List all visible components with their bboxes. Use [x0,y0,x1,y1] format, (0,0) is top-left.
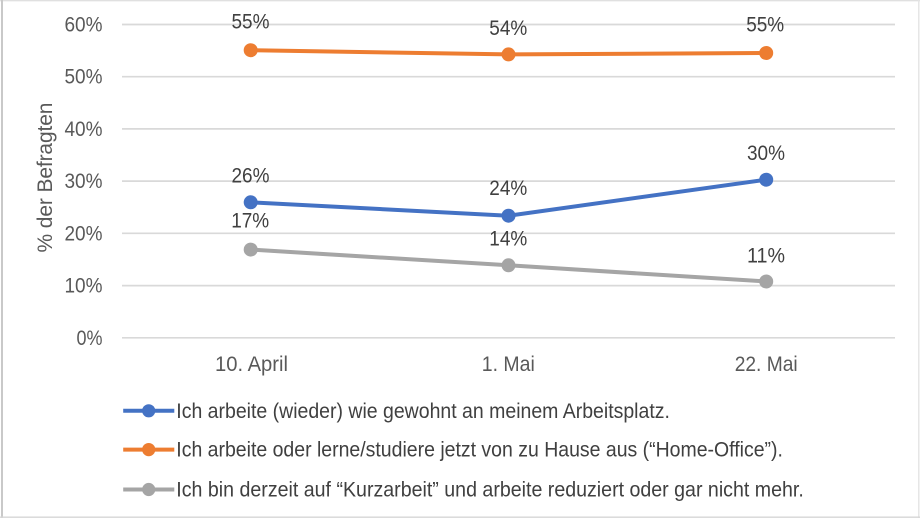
svg-text:Ich arbeite (wieder) wie gewoh: Ich arbeite (wieder) wie gewohnt an mein… [176,400,670,423]
svg-text:10. April: 10. April [215,353,288,376]
svg-text:26%: 26% [232,165,270,188]
svg-text:50%: 50% [65,66,103,89]
svg-text:55%: 55% [232,11,270,34]
svg-text:54%: 54% [489,17,527,40]
svg-text:60%: 60% [65,14,103,37]
svg-text:10%: 10% [65,275,103,298]
svg-text:Ich bin derzeit auf “Kurzarbei: Ich bin derzeit auf “Kurzarbeit” und arb… [176,479,804,502]
svg-text:% der Befragten: % der Befragten [34,103,57,253]
svg-text:17%: 17% [231,210,269,233]
svg-text:40%: 40% [65,118,103,141]
svg-text:1. Mai: 1. Mai [482,353,535,376]
svg-text:30%: 30% [65,170,103,193]
svg-text:14%: 14% [489,227,527,250]
svg-text:22. Mai: 22. Mai [735,353,798,376]
svg-text:55%: 55% [746,14,784,37]
svg-text:20%: 20% [65,222,103,245]
svg-text:0%: 0% [77,327,103,350]
svg-text:30%: 30% [747,142,785,165]
svg-text:24%: 24% [489,177,527,200]
svg-text:11%: 11% [747,244,785,267]
svg-text:Ich arbeite oder lerne/studier: Ich arbeite oder lerne/studiere jetzt vo… [176,439,783,462]
